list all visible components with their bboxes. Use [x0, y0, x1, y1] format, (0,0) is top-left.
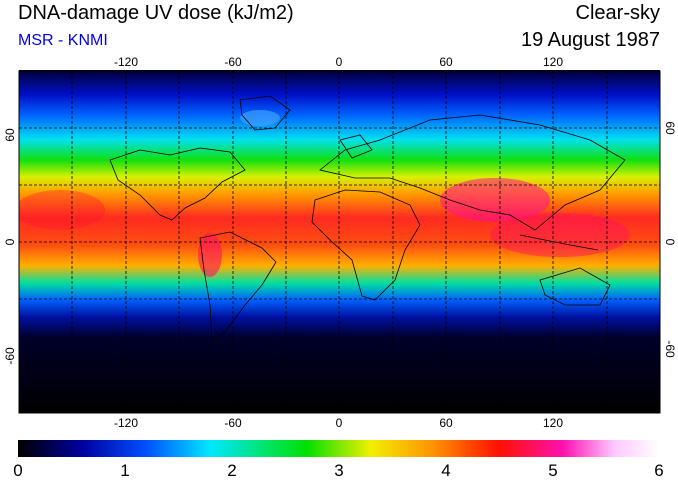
lon-tick-bottom: 60 — [439, 416, 453, 430]
lat-tick-left: -60 — [3, 347, 17, 365]
greenland-bright — [240, 110, 280, 126]
colorbar-label: 5 — [548, 461, 557, 480]
colorbar-label: 3 — [334, 461, 343, 480]
lat-tick-left: 0 — [3, 238, 17, 245]
maritime-hotspot — [490, 213, 630, 257]
colorbar-label: 2 — [227, 461, 236, 480]
lat-tick-right: 60 — [663, 121, 677, 135]
colorbar-label: 0 — [13, 461, 22, 480]
tibet-hotspot — [440, 178, 550, 222]
lat-tick-right: -60 — [663, 340, 677, 358]
lon-tick-bottom: 120 — [543, 416, 563, 430]
sky-condition: Clear-sky — [575, 2, 660, 24]
colorbar-label: 4 — [441, 461, 450, 480]
coastlines — [109, 95, 626, 341]
lon-tick-top: 0 — [336, 55, 343, 69]
lat-tick-right: 0 — [663, 239, 677, 246]
source-label: MSR - KNMI — [18, 32, 108, 49]
lon-tick-top: 120 — [543, 55, 563, 69]
lat-tick-left: 60 — [3, 128, 17, 142]
lon-tick-bottom: 0 — [336, 416, 343, 430]
colorbar — [18, 440, 659, 457]
map-title: DNA-damage UV dose (kJ/m2) — [18, 2, 294, 24]
lon-tick-bottom: -60 — [224, 416, 242, 430]
map-frame — [18, 70, 661, 414]
lon-tick-bottom: -120 — [114, 416, 138, 430]
lon-tick-top: 60 — [439, 55, 453, 69]
map-date: 19 August 1987 — [520, 29, 660, 51]
graticule — [19, 71, 660, 413]
andes-hotspot — [198, 233, 222, 277]
pacific-hotspot — [19, 190, 105, 230]
colorbar-label: 1 — [120, 461, 129, 480]
lon-tick-top: -120 — [114, 55, 138, 69]
colorbar-label: 6 — [654, 461, 663, 480]
lon-tick-top: -60 — [224, 55, 242, 69]
